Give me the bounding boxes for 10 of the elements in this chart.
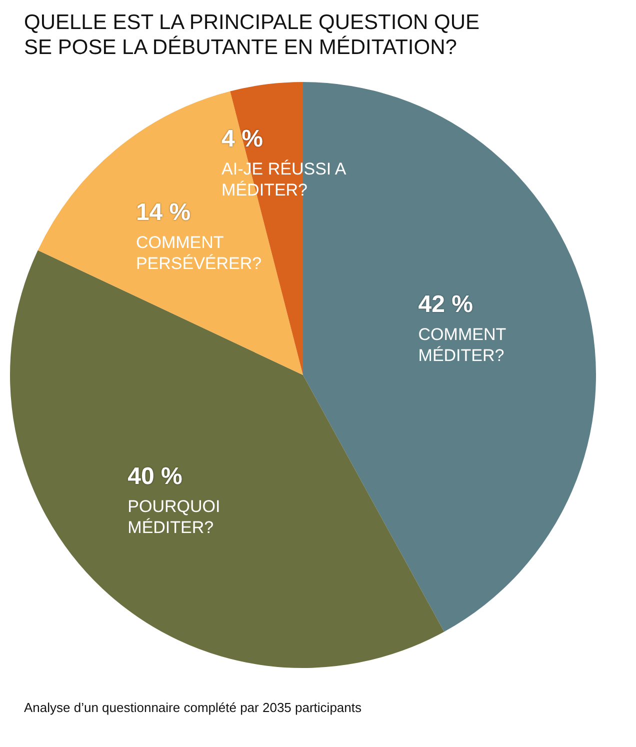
data-label: 14 % bbox=[136, 199, 191, 226]
data-label: 42 % bbox=[418, 290, 473, 318]
text: Analyse d’un questionnaire complété par 2035 participants bbox=[24, 700, 362, 716]
slice-label: AI-JE RÉUSSI A MÉDITER? bbox=[222, 159, 347, 200]
chart-title: QUELLE EST LA PRINCIPALE QUESTION QUE SE POSE LA DÉBUTANTE EN MÉDITATION? bbox=[24, 10, 481, 60]
data-label: 4 % bbox=[222, 125, 263, 152]
data-label: 40 % bbox=[128, 462, 182, 490]
slice-label: POURQUOI MÉDITER? bbox=[128, 496, 220, 537]
slice-label: COMMENT MÉDITER? bbox=[418, 324, 506, 365]
slice-label: COMMENT PERSÉVÉRER? bbox=[136, 233, 262, 274]
